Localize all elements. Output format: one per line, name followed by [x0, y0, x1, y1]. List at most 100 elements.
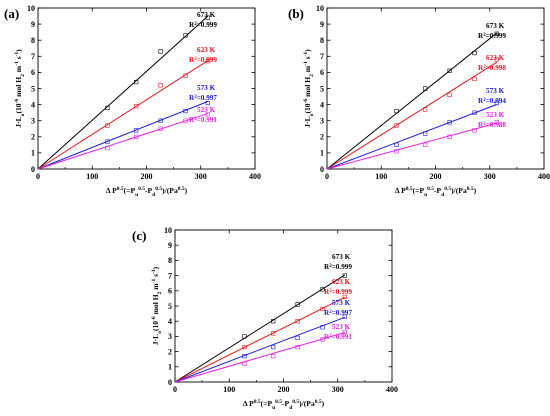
series-623-k: 623 K R2=0.999: [37, 46, 217, 170]
data-point: [242, 334, 247, 339]
data-point: [271, 344, 276, 350]
data-point: [242, 344, 247, 350]
data-point: [472, 110, 477, 115]
series-573-k: 573 K R2=0.997: [37, 84, 217, 170]
series-label: 523 K: [332, 323, 351, 331]
data-point: [320, 306, 325, 312]
r-squared-label: R2=0.998: [478, 64, 506, 72]
fit-line: [326, 104, 497, 170]
x-axis-title: Δ P0.5(=Pu0.5-Pd0.5)/(Pa0.5): [243, 399, 325, 411]
data-point: [472, 50, 477, 56]
data-point: [134, 79, 139, 85]
y-tick-label: 7: [31, 52, 35, 61]
data-point: [394, 142, 399, 147]
data-point: [134, 128, 139, 133]
series-573-k: 573 K R2=0.997: [174, 299, 352, 383]
r-squared-label: R2=0.994: [478, 97, 506, 105]
r-squared-label: R2=0.999: [324, 288, 352, 296]
x-axis-title: Δ P0.5(=Pu0.5-Pd0.5)/(Pa0.5): [106, 186, 188, 198]
series-label: 673 K: [197, 11, 216, 19]
series-label: 673 K: [332, 253, 351, 261]
y-tick-label: 1: [320, 149, 324, 158]
plot-frame: [174, 229, 393, 383]
data-point: [183, 33, 188, 38]
fit-line: [174, 274, 346, 383]
data-point: [494, 31, 499, 36]
fit-line: [37, 113, 208, 170]
x-tick-label: 400: [386, 385, 398, 394]
y-axis-title: J·Lo(10-6 mol H2 m-1 s-1): [151, 266, 163, 345]
y-tick-label: 10: [27, 4, 35, 13]
panel-label: (a): [4, 6, 19, 21]
data-point: [105, 123, 110, 128]
y-axis-title: J·Lo(10-6 mol H2 m-1 s-1): [14, 49, 26, 128]
x-tick-label: 300: [195, 172, 207, 181]
data-point: [183, 108, 188, 114]
y-tick-label: 1: [168, 363, 172, 372]
r-squared-label: R2=0.999: [189, 21, 217, 29]
data-point: [320, 287, 325, 292]
y-tick-label: 4: [168, 317, 172, 326]
x-tick-label: 200: [278, 385, 290, 394]
data-point: [447, 120, 452, 125]
x-tick-label: 100: [223, 385, 235, 394]
series-label: 623 K: [486, 54, 505, 62]
plot-frame: [37, 7, 256, 170]
y-tick-label: 6: [31, 68, 35, 77]
data-point: [134, 104, 139, 109]
data-point: [394, 149, 399, 154]
y-tick-label: 7: [168, 271, 172, 280]
x-tick-label: 300: [332, 385, 344, 394]
data-point: [242, 354, 247, 359]
series-label: 523 K: [486, 111, 505, 119]
data-point: [295, 302, 300, 307]
r-squared-label: R2=0.999: [324, 263, 352, 271]
y-tick-label: 2: [31, 133, 35, 142]
data-point: [183, 73, 188, 78]
data-point: [205, 59, 210, 64]
fit-line: [37, 15, 209, 170]
series-673-k: 673 K R2=0.999: [37, 11, 217, 170]
data-point: [205, 15, 210, 20]
y-tick-label: 2: [168, 347, 172, 356]
data-point: [105, 145, 110, 151]
x-tick-label: 0: [173, 385, 177, 394]
y-tick-label: 2: [320, 133, 324, 142]
data-point: [205, 100, 210, 106]
panel-label: (b): [288, 6, 304, 21]
fit-line: [174, 316, 345, 383]
series-523-k: 523 K R2=0.991: [37, 106, 217, 170]
data-point: [342, 314, 347, 319]
data-point: [295, 335, 300, 341]
series-523-k: 523 K R2=0.991: [174, 323, 352, 383]
series-673-k: 673 K R2=0.999: [326, 22, 506, 170]
series-623-k: 623 K R2=0.998: [326, 54, 506, 170]
y-tick-label: 3: [168, 332, 172, 341]
fit-line: [37, 101, 208, 170]
fit-line: [326, 61, 498, 170]
series-673-k: 673 K R2=0.999: [174, 253, 352, 383]
y-tick-label: 9: [168, 241, 172, 250]
y-tick-label: 3: [320, 117, 324, 126]
y-tick-label: 0: [320, 165, 324, 174]
plot-frame: [326, 7, 545, 170]
data-point: [271, 331, 276, 336]
data-point: [158, 49, 163, 54]
y-tick-label: 9: [31, 20, 35, 29]
data-point: [158, 126, 163, 131]
data-point: [295, 319, 300, 324]
r-squared-label: R2=0.997: [324, 309, 352, 317]
data-point: [105, 105, 110, 110]
r-squared-label: R2=0.999: [478, 32, 506, 40]
data-point: [494, 100, 499, 106]
data-point: [423, 86, 428, 91]
data-point: [447, 134, 452, 139]
y-tick-label: 0: [31, 165, 35, 174]
y-tick-label: 8: [31, 36, 35, 45]
data-point: [472, 76, 477, 81]
series-523-k: 523 K R2=0.988: [326, 111, 506, 170]
y-tick-label: 10: [164, 226, 172, 235]
data-point: [183, 118, 188, 123]
data-point: [158, 118, 163, 123]
r-squared-label: R2=0.991: [324, 333, 352, 341]
